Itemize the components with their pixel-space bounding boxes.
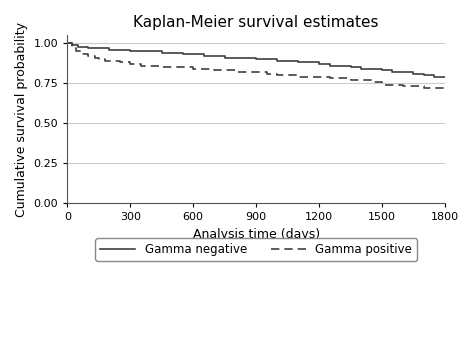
Gamma negative [337,64,343,68]
Gamma positive [253,70,259,74]
Line: Gamma positive: Gamma positive [67,43,445,90]
Gamma negative [253,57,259,61]
Gamma negative [442,75,448,79]
Gamma positive [400,84,406,89]
Gamma positive [64,41,70,45]
Gamma positive [390,83,395,87]
Y-axis label: Cumulative survival probability: Cumulative survival probability [15,22,28,217]
X-axis label: Analysis time (days): Analysis time (days) [192,227,319,241]
Gamma negative [390,68,395,72]
Title: Kaplan-Meier survival estimates: Kaplan-Meier survival estimates [133,15,379,30]
Gamma positive [442,88,448,92]
Gamma positive [285,73,291,77]
Legend: Gamma negative, Gamma positive: Gamma negative, Gamma positive [95,238,417,261]
Gamma negative [432,75,438,79]
Line: Gamma negative: Gamma negative [67,43,445,77]
Gamma positive [369,78,374,82]
Gamma positive [337,76,343,80]
Gamma negative [400,70,406,74]
Gamma negative [285,59,291,63]
Gamma negative [369,67,374,71]
Gamma negative [64,41,70,45]
